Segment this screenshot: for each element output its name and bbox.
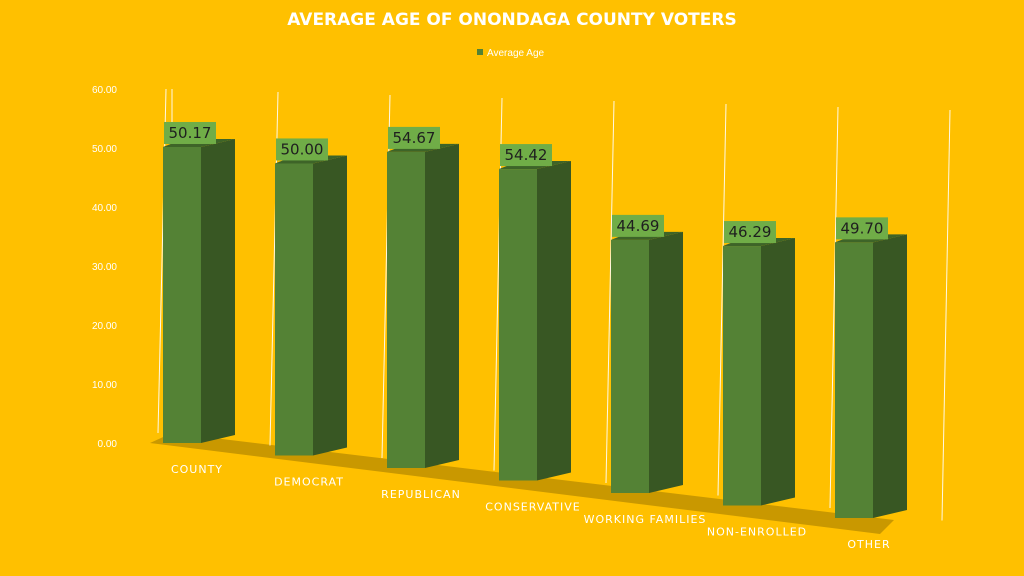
bar-front [275, 163, 313, 456]
data-label: 50.00 [281, 140, 324, 158]
bar [163, 138, 235, 443]
data-label: 54.67 [393, 129, 436, 147]
x-tick-label: REPUBLICAN [381, 488, 461, 501]
bar-front [723, 246, 761, 506]
bar-front [163, 146, 201, 443]
data-label-box [836, 217, 888, 240]
x-tick-label: COUNTY [171, 463, 223, 476]
data-label: 46.29 [729, 223, 772, 241]
grid-line-vertical [829, 106, 839, 509]
data-label-box [724, 221, 776, 244]
bar-side [873, 234, 907, 518]
data-label-box [612, 214, 664, 237]
bar [611, 231, 683, 493]
data-label: 49.70 [841, 219, 884, 237]
y-tick-label: 20.00 [92, 321, 117, 332]
y-tick-label: 0.00 [98, 439, 118, 450]
data-label-box [388, 126, 440, 149]
y-tick-label: 60.00 [92, 85, 117, 96]
data-label-box [276, 138, 328, 161]
legend-swatch [477, 49, 483, 55]
bar-front [835, 242, 873, 518]
y-tick-label: 50.00 [92, 144, 117, 155]
data-label-box [500, 144, 552, 167]
floor-slab [150, 433, 894, 534]
bar-side [537, 161, 571, 481]
x-tick-label: NON-ENROLLED [707, 526, 807, 539]
grid-line-vertical [605, 100, 615, 484]
grid-line-vertical [717, 103, 727, 496]
bar-front [387, 151, 425, 468]
data-label: 44.69 [617, 217, 660, 235]
bar-side [761, 238, 795, 506]
y-axis-ticks: 0.00 10.00 20.00 30.00 40.00 50.00 60.00 [92, 85, 117, 450]
y-tick-label: 40.00 [92, 203, 117, 214]
x-axis-ticks: COUNTY DEMOCRAT REPUBLICAN CONSERVATIVE WORK… [171, 463, 890, 551]
x-tick-label: OTHER [847, 538, 890, 551]
bar-side [425, 143, 459, 468]
y-tick-label: 10.00 [92, 380, 117, 391]
chart-floor [150, 433, 894, 534]
bar [723, 238, 795, 506]
legend: Average Age [477, 48, 545, 59]
x-tick-label: WORKING FAMILIES [584, 513, 707, 526]
bar [387, 143, 459, 468]
data-labels: 50.17 50.00 54.67 54.42 44.69 46.29 49.70 [164, 121, 888, 244]
bar-side [201, 138, 235, 443]
x-tick-label: CONSERVATIVE [485, 501, 580, 514]
bars [163, 138, 907, 518]
data-label-box [164, 121, 216, 144]
bar [275, 155, 347, 456]
data-label: 54.42 [505, 146, 548, 164]
bar-front [499, 169, 537, 481]
bar-side [649, 231, 683, 493]
bar [499, 161, 571, 481]
bar-side [313, 155, 347, 456]
bar [835, 234, 907, 518]
grid-line-vertical [157, 88, 167, 434]
data-label: 50.17 [169, 124, 212, 142]
y-tick-label: 30.00 [92, 262, 117, 273]
bar-front [611, 239, 649, 493]
x-tick-label: DEMOCRAT [274, 476, 344, 489]
legend-label: Average Age [487, 48, 545, 59]
chart-title: AVERAGE AGE OF ONONDAGA COUNTY VOTERS [287, 10, 736, 30]
grid-line-vertical [941, 109, 951, 521]
